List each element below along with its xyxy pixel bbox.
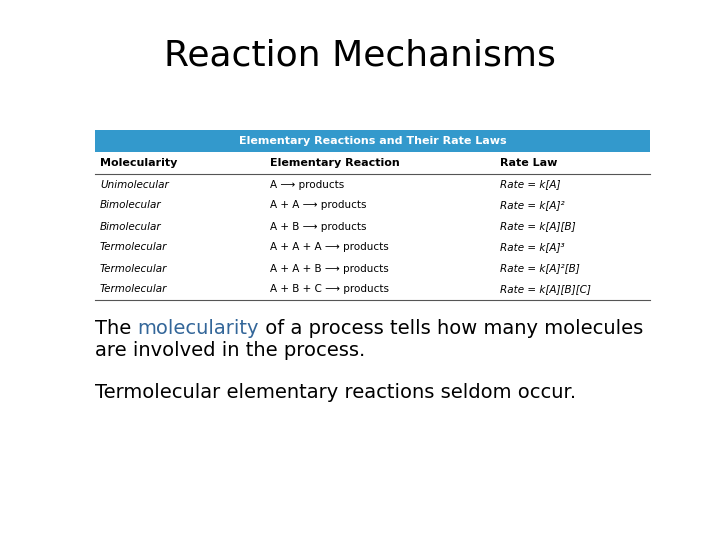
- Text: Elementary Reaction: Elementary Reaction: [270, 158, 400, 168]
- Text: Termolecular: Termolecular: [100, 242, 167, 253]
- Text: molecularity: molecularity: [138, 319, 259, 338]
- Text: Bimolecular: Bimolecular: [100, 221, 161, 232]
- Text: of a process tells how many molecules: of a process tells how many molecules: [259, 319, 643, 338]
- Text: A ⟶ products: A ⟶ products: [270, 179, 344, 190]
- Text: Rate = k[A][B]: Rate = k[A][B]: [500, 221, 575, 232]
- Text: Rate = k[A]: Rate = k[A]: [500, 179, 560, 190]
- Text: The: The: [95, 319, 138, 338]
- Text: A + A + A ⟶ products: A + A + A ⟶ products: [270, 242, 389, 253]
- Text: A + B + C ⟶ products: A + B + C ⟶ products: [270, 285, 389, 294]
- Text: Termolecular: Termolecular: [100, 285, 167, 294]
- Text: Rate = k[A]²[B]: Rate = k[A]²[B]: [500, 264, 580, 273]
- Text: Bimolecular: Bimolecular: [100, 200, 161, 211]
- Text: Elementary Reactions and Their Rate Laws: Elementary Reactions and Their Rate Laws: [239, 136, 506, 146]
- Text: Rate = k[A]²: Rate = k[A]²: [500, 200, 564, 211]
- Text: Termolecular: Termolecular: [100, 264, 167, 273]
- Text: Rate = k[A][B][C]: Rate = k[A][B][C]: [500, 285, 591, 294]
- Text: Rate Law: Rate Law: [500, 158, 557, 168]
- Text: Reaction Mechanisms: Reaction Mechanisms: [164, 38, 556, 72]
- Text: Termolecular elementary reactions seldom occur.: Termolecular elementary reactions seldom…: [95, 382, 576, 402]
- Text: are involved in the process.: are involved in the process.: [95, 341, 365, 360]
- Text: A + A ⟶ products: A + A ⟶ products: [270, 200, 366, 211]
- Text: Rate = k[A]³: Rate = k[A]³: [500, 242, 564, 253]
- Text: Molecularity: Molecularity: [100, 158, 177, 168]
- Text: Unimolecular: Unimolecular: [100, 179, 168, 190]
- Bar: [95, 130, 650, 152]
- Text: A + A + B ⟶ products: A + A + B ⟶ products: [270, 264, 389, 273]
- Text: A + B ⟶ products: A + B ⟶ products: [270, 221, 366, 232]
